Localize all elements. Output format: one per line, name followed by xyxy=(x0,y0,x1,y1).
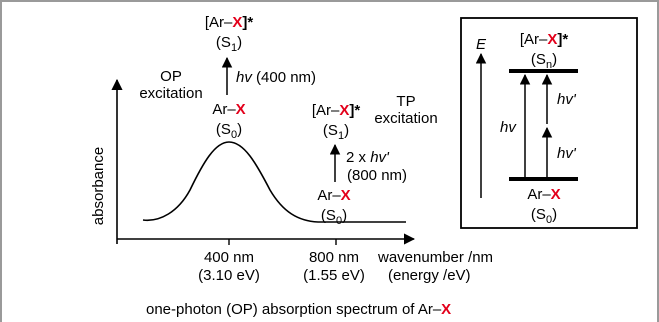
op-lower-species: Ar–X xyxy=(212,101,245,118)
tp-excitation-label-2: excitation xyxy=(374,110,437,127)
tp-lower-species: Ar–X xyxy=(317,187,350,204)
tp-photon-wavelength: (800 nm) xyxy=(347,167,407,184)
op-photon-label: hv (400 nm) xyxy=(236,69,316,86)
tick-400-label: 400 nm xyxy=(204,249,254,266)
tick-800-energy: (1.55 eV) xyxy=(303,267,365,284)
op-upper-state: (S1) xyxy=(216,34,242,54)
tp-excitation-label: TP xyxy=(396,93,415,110)
op-excitation-label: OP xyxy=(160,68,182,85)
figure-caption: one-photon (OP) absorption spectrum of A… xyxy=(146,301,451,318)
op-upper-species: [Ar–X]* xyxy=(205,14,254,31)
op-excitation-label-2: excitation xyxy=(139,85,202,102)
tp-upper-species: [Ar–X]* xyxy=(312,102,361,119)
op-lower-state: (S0) xyxy=(216,121,242,141)
inset-upper-species: [Ar–X]* xyxy=(520,31,569,48)
tp-upper-state: (S1) xyxy=(323,122,349,142)
inset-lower-state: (S0) xyxy=(531,206,557,226)
inset-hv-label: hv xyxy=(500,119,517,136)
tick-800-label: 800 nm xyxy=(309,249,359,266)
tick-400-energy: (3.10 eV) xyxy=(198,267,260,284)
x-axis-unit-label: (energy /eV) xyxy=(388,267,471,284)
absorption-curve xyxy=(142,141,406,223)
energy-label: E xyxy=(476,36,487,53)
y-axis-label: absorbance xyxy=(90,147,107,225)
inset-upper-state: (Sn) xyxy=(531,51,557,71)
inset-lower-species: Ar–X xyxy=(527,186,560,203)
inset-hv-prime-top: hv' xyxy=(557,91,577,108)
inset-box xyxy=(460,17,638,229)
tp-photon-label: 2 x hv' xyxy=(346,149,390,166)
inset-hv-prime-bottom: hv' xyxy=(557,145,577,162)
x-axis-label: wavenumber /nm xyxy=(377,249,493,266)
tp-lower-state: (S0) xyxy=(321,207,347,227)
